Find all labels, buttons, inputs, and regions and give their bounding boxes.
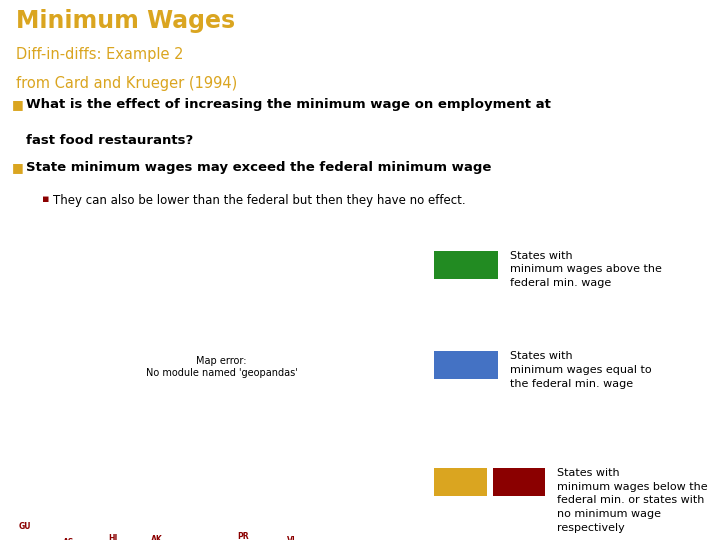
Text: States with
minimum wages above the
federal min. wage: States with minimum wages above the fede…	[510, 251, 662, 288]
Text: AS: AS	[63, 538, 74, 540]
Text: VI: VI	[287, 536, 296, 540]
Bar	[434, 352, 498, 379]
Text: ▪: ▪	[42, 194, 49, 204]
Text: GU: GU	[19, 522, 32, 531]
Text: States with
minimum wages equal to
the federal min. wage: States with minimum wages equal to the f…	[510, 352, 652, 388]
Bar	[434, 251, 498, 279]
Text: ■: ■	[12, 161, 23, 174]
Text: from Card and Krueger (1994): from Card and Krueger (1994)	[16, 76, 237, 91]
Text: Map error:
No module named 'geopandas': Map error: No module named 'geopandas'	[145, 356, 297, 378]
Text: State minimum wages may exceed the federal minimum wage: State minimum wages may exceed the feder…	[26, 161, 491, 174]
Text: What is the effect of increasing the minimum wage on employment at: What is the effect of increasing the min…	[26, 98, 551, 111]
Bar	[434, 468, 487, 496]
Text: Minimum Wages: Minimum Wages	[16, 10, 235, 33]
Text: HI: HI	[109, 534, 118, 540]
Text: ■: ■	[12, 98, 23, 111]
Text: Diff-in-diffs: Example 2: Diff-in-diffs: Example 2	[16, 47, 184, 62]
Text: AK: AK	[150, 536, 163, 540]
Text: PR: PR	[237, 532, 249, 540]
Text: fast food restaurants?: fast food restaurants?	[26, 134, 193, 147]
Bar	[492, 468, 545, 496]
Text: They can also be lower than the federal but then they have no effect.: They can also be lower than the federal …	[53, 194, 466, 207]
Text: States with
minimum wages below the
federal min. or states with
no minimum wage
: States with minimum wages below the fede…	[557, 468, 707, 532]
